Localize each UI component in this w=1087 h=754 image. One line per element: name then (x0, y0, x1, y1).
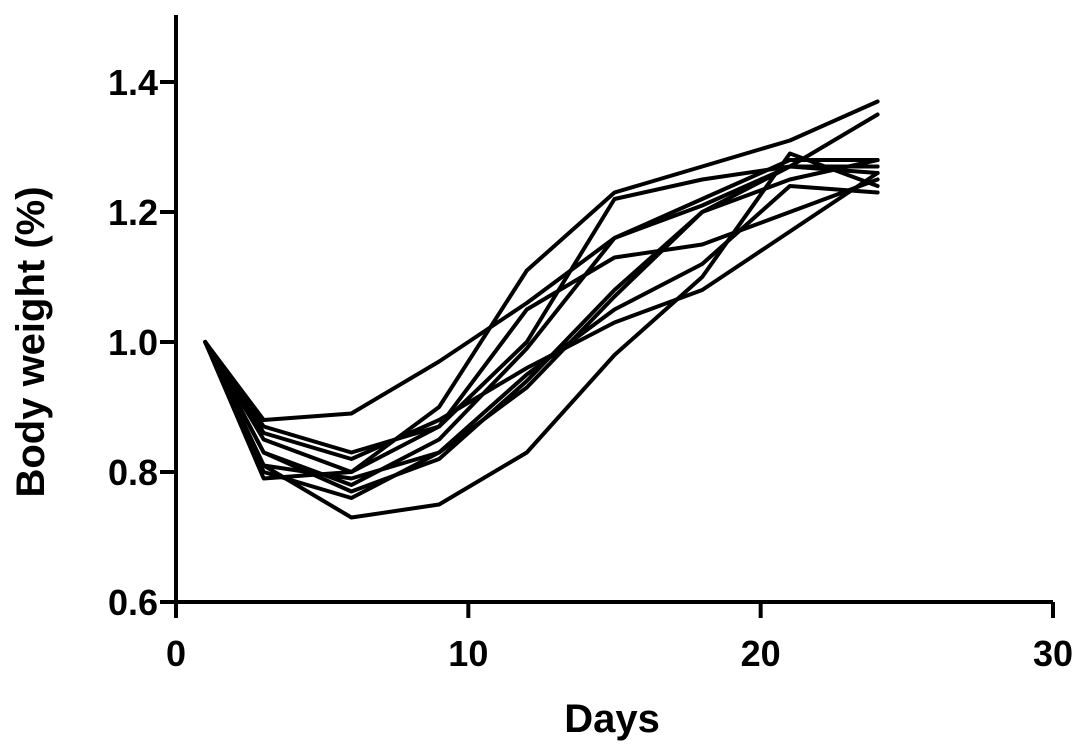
ticks: 0 10 20 30 0.6 0.8 1.0 1.2 1.4 (108, 62, 1073, 674)
x-axis-title: Days (564, 697, 660, 741)
series-line-1 (203, 99, 880, 481)
axes (174, 15, 1053, 604)
series-line-10 (203, 164, 880, 487)
y-tick-label: 0.8 (108, 452, 158, 493)
x-tick-label: 20 (741, 633, 781, 674)
y-tick-label: 1.0 (108, 322, 158, 363)
series-line-4 (203, 158, 880, 494)
y-tick-label: 0.6 (108, 582, 158, 623)
series-line-5 (203, 164, 880, 455)
x-tick-label: 30 (1033, 633, 1073, 674)
series-line-8 (203, 171, 880, 461)
series-line-9 (203, 151, 880, 520)
series-group (203, 99, 880, 520)
series-line-7 (203, 184, 880, 500)
y-axis-title: Body weight (%) (9, 186, 53, 497)
x-tick-label: 0 (166, 633, 186, 674)
y-tick-label: 1.4 (108, 62, 158, 103)
series-line-6 (203, 177, 880, 474)
series-line-3 (203, 158, 880, 422)
y-tick-label: 1.2 (108, 192, 158, 233)
x-tick-label: 10 (448, 633, 488, 674)
